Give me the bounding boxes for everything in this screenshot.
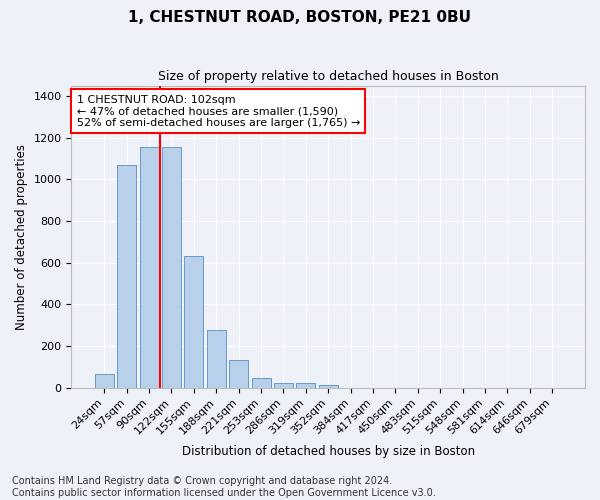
Text: 1 CHESTNUT ROAD: 102sqm
← 47% of detached houses are smaller (1,590)
52% of semi: 1 CHESTNUT ROAD: 102sqm ← 47% of detache… xyxy=(77,94,360,128)
Text: 1, CHESTNUT ROAD, BOSTON, PE21 0BU: 1, CHESTNUT ROAD, BOSTON, PE21 0BU xyxy=(128,10,472,25)
Bar xyxy=(296,384,316,388)
Bar xyxy=(184,256,203,388)
Bar xyxy=(207,330,226,388)
Text: Contains HM Land Registry data © Crown copyright and database right 2024.
Contai: Contains HM Land Registry data © Crown c… xyxy=(12,476,436,498)
Bar xyxy=(162,147,181,388)
Bar xyxy=(251,378,271,388)
Bar xyxy=(274,384,293,388)
X-axis label: Distribution of detached houses by size in Boston: Distribution of detached houses by size … xyxy=(182,444,475,458)
Bar xyxy=(95,374,114,388)
Bar xyxy=(117,164,136,388)
Bar xyxy=(319,386,338,388)
Bar xyxy=(229,360,248,388)
Bar xyxy=(140,147,158,388)
Y-axis label: Number of detached properties: Number of detached properties xyxy=(15,144,28,330)
Title: Size of property relative to detached houses in Boston: Size of property relative to detached ho… xyxy=(158,70,499,83)
